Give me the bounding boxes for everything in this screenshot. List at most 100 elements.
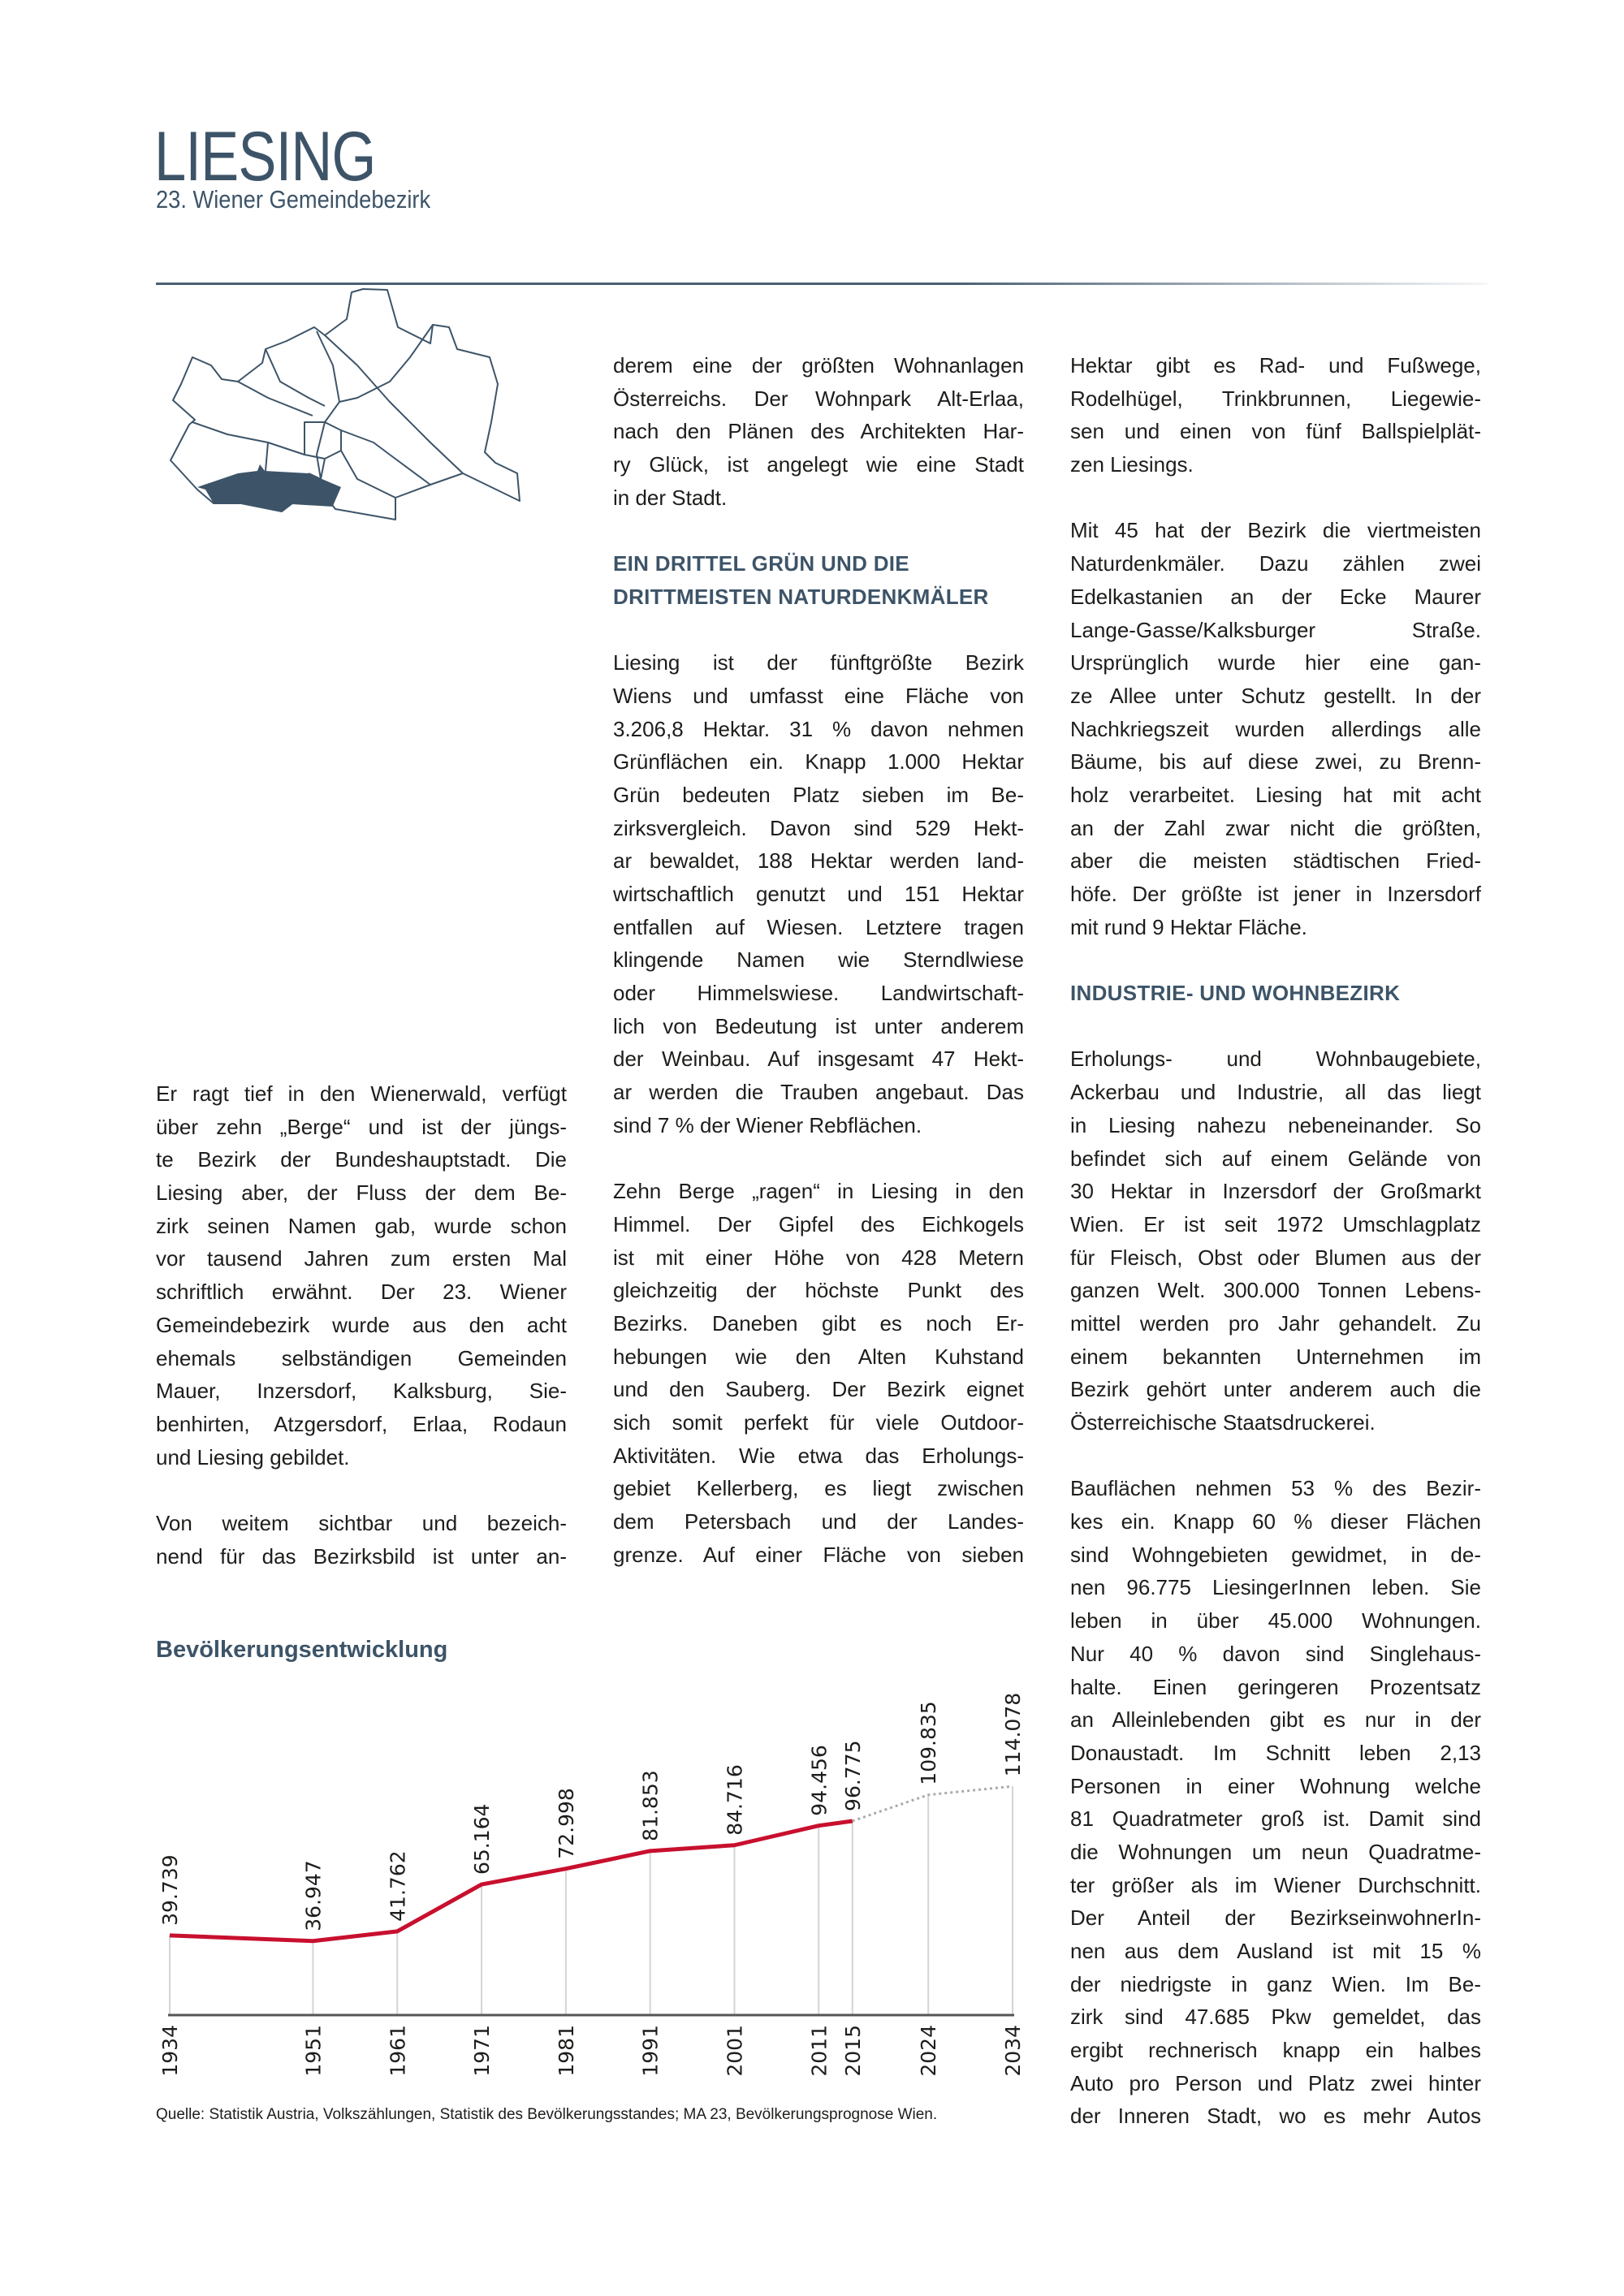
text-line: zirksvergleich. Davon sind 529 Hekt- (613, 815, 1024, 840)
text-line: ter größer als im Wiener Durchschnitt. (1070, 1872, 1481, 1897)
section-heading: EIN DRITTEL GRÜN UND DIE DRITTMEISTEN NAT… (613, 547, 1024, 613)
text-line: Mit 45 hat der Bezirk die viertmeisten (1070, 518, 1481, 543)
text-line: Wiens und umfasst eine Fläche von (613, 683, 1024, 708)
text-line: lich von Bedeutung ist unter anderem (613, 1013, 1024, 1038)
data-label: 41.762 (386, 1850, 409, 1921)
text-line: zirk sind 47.685 Pkw gemeldet, das (1070, 2005, 1481, 2030)
text-line: der niedrigste in ganz Wien. Im Be- (1070, 1971, 1481, 1996)
text-line: an der Zahl zwar nicht die größten, (1070, 815, 1481, 840)
text-line: Nur 40 % davon sind Singlehaus- (1070, 1641, 1481, 1666)
text-line: Nachkriegszeit wurden allerdings alle (1070, 716, 1481, 741)
text-line: für Fleisch, Obst oder Blumen aus der (1070, 1245, 1481, 1270)
text-column-3: Hektar gibt es Rad- und Fußwege, Rodelhüg… (1070, 349, 1481, 2166)
text-line: Liesing ist der fünftgrößte Bezirk (613, 650, 1024, 675)
text-line: Naturdenkmäler. Dazu zählen zwei (1070, 551, 1481, 576)
paragraph: Er ragt tief in den Wienerwald, verfügt ü… (156, 1077, 567, 1474)
text-line: EIN DRITTEL GRÜN UND DIE (613, 551, 909, 576)
text-line: Bauflächen nehmen 53 % des Bezir- (1070, 1476, 1481, 1501)
text-line: entfallen auf Wiesen. Letztere tragen (613, 914, 1024, 939)
data-label: 72.998 (555, 1788, 578, 1858)
text-line: einem bekannten Unternehmen im (1070, 1344, 1481, 1369)
text-line: Grün bedeuten Platz sieben im Be- (613, 782, 1024, 807)
text-line: DRITTMEISTEN NATURDENKMÄLER (613, 584, 989, 609)
text-line: in der Stadt. (613, 485, 728, 510)
text-line: kes ein. Knapp 60 % dieser Flächen (1070, 1509, 1481, 1534)
text-line: nen 96.775 LiesingerInnen leben. Sie (1070, 1575, 1481, 1600)
text-line: Grünflächen ein. Knapp 1.000 Hektar (613, 749, 1024, 775)
x-tick-label: 2011 (807, 2025, 831, 2077)
text-line: Edelkastanien an der Ecke Maurer (1070, 584, 1481, 609)
text-line: Rodelhügel, Trinkbrunnen, Liegewie- (1070, 386, 1481, 411)
text-line: ist mit einer Höhe von 428 Metern (613, 1245, 1024, 1270)
section-heading: INDUSTRIE- UND WOHNBEZIRK (1070, 977, 1481, 1010)
text-line: Gemeindebezirk wurde aus den acht (156, 1312, 567, 1337)
text-line: ry Glück, ist angelegt wie eine Stadt (613, 452, 1024, 477)
text-line: grenze. Auf einer Fläche von sieben (613, 1542, 1024, 1567)
text-column-1: Er ragt tief in den Wienerwald, verfügt ü… (156, 1077, 567, 1606)
text-line: Wien. Er ist seit 1972 Umschlagplatz (1070, 1211, 1481, 1236)
text-line: zen Liesings. (1070, 452, 1194, 477)
header-divider (156, 283, 1488, 285)
text-line: gleichzeitig der höchste Punkt des (613, 1278, 1024, 1303)
chart-source: Quelle: Statistik Austria, Volkszählunge… (156, 2106, 938, 2123)
text-line: befindet sich auf einem Gelände von (1070, 1146, 1481, 1171)
text-line: hebungen wie den Alten Kuhstand (613, 1344, 1024, 1369)
text-line: Liesing aber, der Fluss der dem Be- (156, 1180, 567, 1206)
text-line: Er ragt tief in den Wienerwald, verfügt (156, 1081, 567, 1106)
text-line: sich somit perfekt für viele Outdoor- (613, 1410, 1024, 1435)
chart-title: Bevölkerungsentwicklung (156, 1637, 448, 1663)
text-line: wirtschaftlich genutzt und 151 Hektar (613, 882, 1024, 906)
text-line: halte. Einen geringeren Prozentsatz (1070, 1674, 1481, 1699)
page-title: LIESING (154, 118, 376, 196)
paragraph: derem eine der größten Wohnanlagen Österr… (613, 349, 1024, 514)
text-line: Erholungs- und Wohnbaugebiete, (1070, 1047, 1481, 1072)
text-line: nach den Plänen des Architekten Har- (613, 419, 1024, 444)
x-tick-label: 1991 (639, 2025, 663, 2077)
text-line: und den Sauberg. Der Bezirk eignet (613, 1377, 1024, 1402)
text-line: Zehn Berge „ragen“ in Liesing in den (613, 1179, 1024, 1204)
page-subtitle: 23. Wiener Gemeindebezirk (156, 185, 431, 214)
text-line: Auto pro Person und Platz zwei hinter (1070, 2070, 1481, 2095)
x-tick-label: 2034 (1001, 2025, 1025, 2077)
text-line: Bäume, bis auf diese zwei, zu Brenn- (1070, 749, 1481, 775)
text-line: sen und einen von fünf Ballspielplät- (1070, 419, 1481, 444)
text-line: Von weitem sichtbar und bezeich- (156, 1510, 567, 1535)
text-line: ze Allee unter Schutz gestellt. In der (1070, 683, 1481, 708)
text-line: in Liesing nahezu nebeneinander. So (1070, 1112, 1481, 1137)
text-line: nen aus dem Ausland ist mit 15 % (1070, 1939, 1481, 1963)
text-line: leben in über 45.000 Wohnungen. (1070, 1608, 1481, 1634)
text-line: ar bewaldet, 188 Hektar werden land- (613, 848, 1024, 874)
data-label: 114.078 (1001, 1693, 1025, 1776)
paragraph: Liesing ist der fünftgrößte Bezirk Wiens … (613, 646, 1024, 1142)
text-line: höfe. Der größte ist jener in Inzersdorf (1070, 882, 1481, 906)
text-line: gebiet Kellerberg, es liegt zwischen (613, 1476, 1024, 1501)
data-label: 36.947 (301, 1860, 325, 1931)
text-line: Himmel. Der Gipfel des Eichkogels (613, 1211, 1024, 1236)
text-line: Bezirk gehört unter anderem auch die (1070, 1377, 1481, 1402)
x-tick-label: 1934 (158, 2025, 182, 2077)
text-line: Der Anteil der BezirkseinwohnerIn- (1070, 1905, 1481, 1931)
text-line: ar werden die Trauben angebaut. Das (613, 1080, 1024, 1105)
text-line: te Bezirk der Bundeshauptstadt. Die (156, 1147, 567, 1172)
text-line: zirk seinen Namen gab, wurde schon (156, 1213, 567, 1238)
text-line: klingende Namen wie Sterndlwiese (613, 947, 1024, 973)
text-line: über zehn „Berge“ und ist der jüngs- (156, 1114, 567, 1139)
data-label: 109.835 (917, 1701, 940, 1785)
text-line: 30 Hektar in Inzersdorf der Großmarkt (1070, 1179, 1481, 1204)
text-line: derem eine der größten Wohnanlagen (613, 353, 1024, 378)
text-line: mittel werden pro Jahr gehandelt. Zu (1070, 1310, 1481, 1336)
paragraph: Erholungs- und Wohnbaugebiete, Ackerbau u… (1070, 1042, 1481, 1439)
text-line: Aktivitäten. Wie etwa das Erholungs- (613, 1443, 1024, 1468)
paragraph: Bauflächen nehmen 53 % des Bezir-kes ein… (1070, 1472, 1481, 2133)
x-tick-label: 2001 (723, 2025, 746, 2077)
text-line: an Alleinlebenden gibt es nur in der (1070, 1707, 1481, 1733)
text-line: 3.206,8 Hektar. 31 % davon nehmen (613, 716, 1024, 741)
text-line: 81 Quadratmeter groß ist. Damit sind (1070, 1806, 1481, 1832)
text-line: Österreichische Staatsdruckerei. (1070, 1410, 1376, 1435)
text-line: Ackerbau und Industrie, all das liegt (1070, 1080, 1481, 1105)
data-label: 96.775 (841, 1740, 865, 1810)
text-line: Österreichs. Der Wohnpark Alt-Erlaa, (613, 386, 1024, 411)
text-line: Donaustadt. Im Schnitt leben 2,13 (1070, 1740, 1481, 1765)
text-line: ganzen Welt. 300.000 Tonnen Lebens- (1070, 1278, 1481, 1303)
